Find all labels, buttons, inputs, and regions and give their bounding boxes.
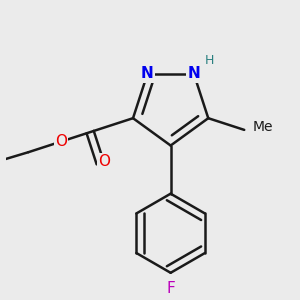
Text: H: H — [205, 54, 214, 68]
Text: N: N — [141, 67, 154, 82]
Text: O: O — [55, 134, 67, 149]
Text: Me: Me — [253, 120, 273, 134]
Text: N: N — [188, 67, 200, 82]
Text: O: O — [98, 154, 110, 169]
Text: F: F — [166, 281, 175, 296]
